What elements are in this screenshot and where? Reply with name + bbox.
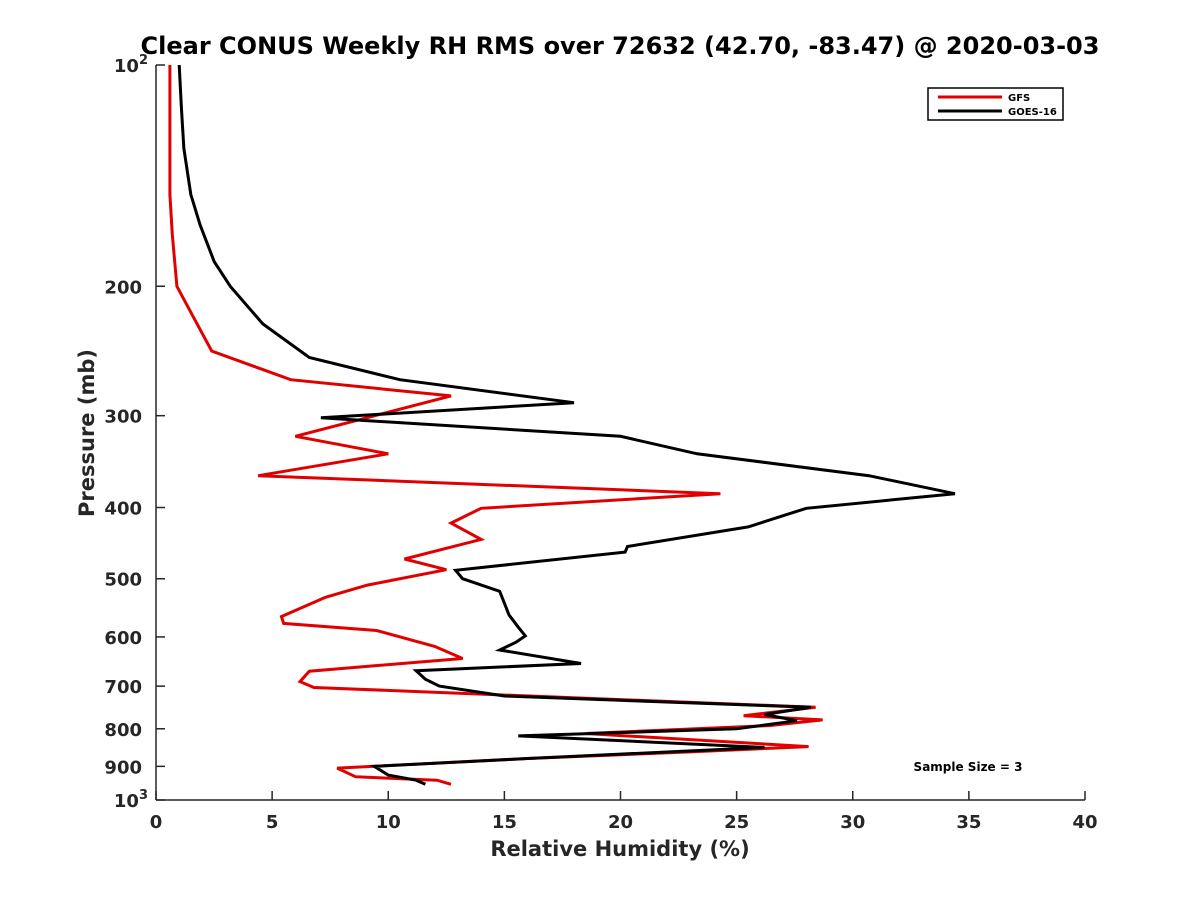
x-tick-label: 30: [840, 812, 865, 833]
y-tick-label: 900: [104, 757, 142, 778]
y-tick-label: 700: [104, 677, 142, 698]
y-tick-label: 102: [114, 53, 148, 77]
y-tick-label: 600: [104, 628, 142, 649]
y-tick-label: 300: [104, 407, 142, 428]
series-line-gfs: [168, 65, 823, 786]
y-tick-label: 200: [104, 277, 142, 298]
x-tick-label: 5: [266, 812, 279, 833]
y-axis-label: Pressure (mb): [75, 349, 99, 517]
y-tick-label: 103: [114, 788, 148, 812]
legend-box: [927, 87, 1064, 121]
axes-layer: 0 5 10 15 20 25 30 35 40 102 200 300 400 500 600 700 800…: [104, 53, 1097, 833]
x-tick-label: 20: [608, 812, 633, 833]
x-tick-label: 35: [956, 812, 981, 833]
series-layer: [168, 64, 956, 786]
y-tick-label: 800: [104, 720, 142, 741]
y-tick-label: 500: [104, 570, 142, 591]
sample-size-note: Sample Size = 3: [914, 760, 1023, 774]
x-tick-label: 0: [150, 812, 163, 833]
x-tick-label: 25: [724, 812, 749, 833]
legend-label-gfs: GFS: [1008, 93, 1030, 104]
legend-label-goes16: GOES-16: [1008, 107, 1057, 118]
x-axis-label: Relative Humidity (%): [490, 837, 749, 861]
x-tick-label: 15: [492, 812, 517, 833]
series-line-goes16: [177, 64, 956, 786]
legend: GFS GOES-16: [927, 87, 1064, 121]
chart-title: Clear CONUS Weekly RH RMS over 72632 (42…: [141, 32, 1100, 60]
x-tick-label: 40: [1072, 812, 1097, 833]
x-tick-label: 10: [376, 812, 401, 833]
y-tick-label: 400: [104, 499, 142, 520]
